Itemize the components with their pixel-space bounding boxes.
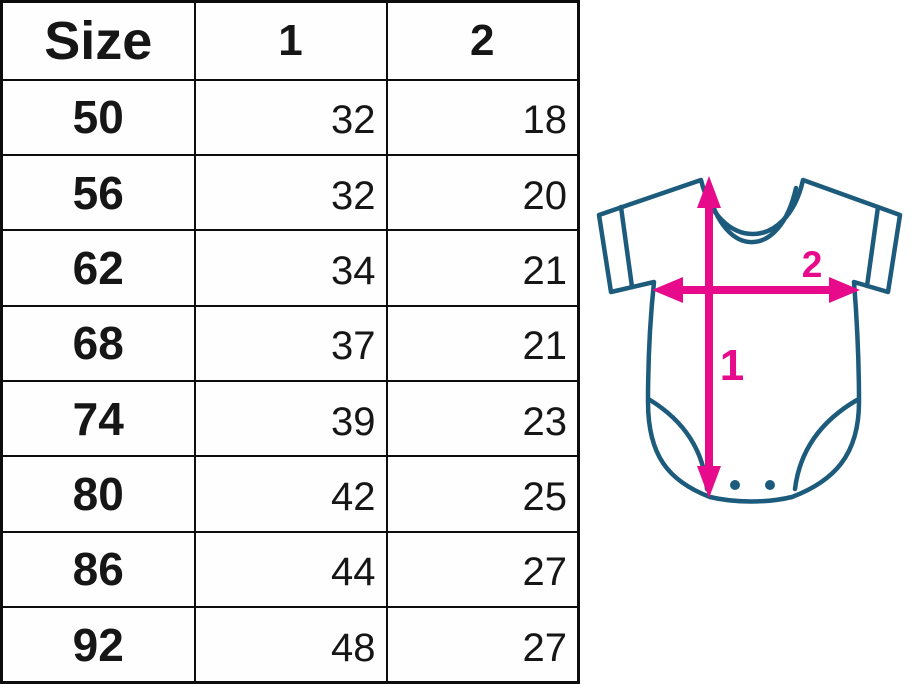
size-cell: 92 xyxy=(0,606,196,684)
size-cell: 50 xyxy=(0,78,196,156)
bodysuit-diagram-svg: 1 2 xyxy=(596,176,903,504)
measure-1-cell: 37 xyxy=(193,304,388,383)
arrow-up-head xyxy=(697,176,721,208)
size-cell: 80 xyxy=(0,455,196,533)
table-row: 56 32 20 xyxy=(0,153,580,232)
table-row: 92 48 27 xyxy=(0,606,580,684)
right-cuff-line xyxy=(864,204,881,289)
table-row: 50 32 18 xyxy=(0,78,580,156)
size-cell: 74 xyxy=(0,379,196,458)
column-header-2: 2 xyxy=(385,0,580,81)
column-header-size: Size xyxy=(0,0,196,81)
measure-2-cell: 21 xyxy=(385,229,580,307)
measure-2-cell: 27 xyxy=(385,606,580,684)
measure-2-cell: 18 xyxy=(385,78,580,156)
measure-1-cell: 48 xyxy=(193,606,388,684)
arrow-left-head xyxy=(652,277,683,303)
measurement-diagram: 1 2 xyxy=(580,140,914,540)
arrow-right-head xyxy=(829,277,860,303)
snap-dot xyxy=(730,480,740,490)
table-header-row: Size 1 2 xyxy=(0,0,580,81)
size-table: Size 1 2 50 32 18 56 32 20 62 34 21 68 xyxy=(0,0,580,684)
column-header-1: 1 xyxy=(193,0,388,81)
measure-1-cell: 32 xyxy=(193,78,388,156)
width-arrow xyxy=(652,277,860,303)
measure-2-cell: 25 xyxy=(385,455,580,533)
size-cell: 86 xyxy=(0,530,196,609)
measure-1-cell: 34 xyxy=(193,229,388,307)
measure-2-cell: 27 xyxy=(385,530,580,609)
collar-inner-line xyxy=(705,185,799,245)
measure-2-cell: 23 xyxy=(385,379,580,458)
arrow-down-head xyxy=(697,466,721,498)
left-cuff-line xyxy=(618,204,635,290)
measure-2-cell: 20 xyxy=(385,153,580,232)
measure-1-cell: 42 xyxy=(193,455,388,533)
snap-dot xyxy=(765,480,775,490)
table-row: 74 39 23 xyxy=(0,379,580,458)
measure-1-cell: 44 xyxy=(193,530,388,609)
measure-1-cell: 32 xyxy=(193,153,388,232)
measure-1-cell: 39 xyxy=(193,379,388,458)
table-row: 86 44 27 xyxy=(0,530,580,609)
length-arrow xyxy=(697,176,721,498)
table-row: 80 42 25 xyxy=(0,455,580,533)
size-cell: 62 xyxy=(0,229,196,307)
length-measure-label: 1 xyxy=(720,341,744,390)
table-row: 68 37 21 xyxy=(0,304,580,383)
bodysuit-outline xyxy=(596,177,903,504)
size-cell: 68 xyxy=(0,304,196,383)
table-row: 62 34 21 xyxy=(0,229,580,307)
size-cell: 56 xyxy=(0,153,196,232)
width-measure-label: 2 xyxy=(802,244,823,285)
measure-2-cell: 21 xyxy=(385,304,580,383)
right-leg-opening xyxy=(792,397,860,492)
